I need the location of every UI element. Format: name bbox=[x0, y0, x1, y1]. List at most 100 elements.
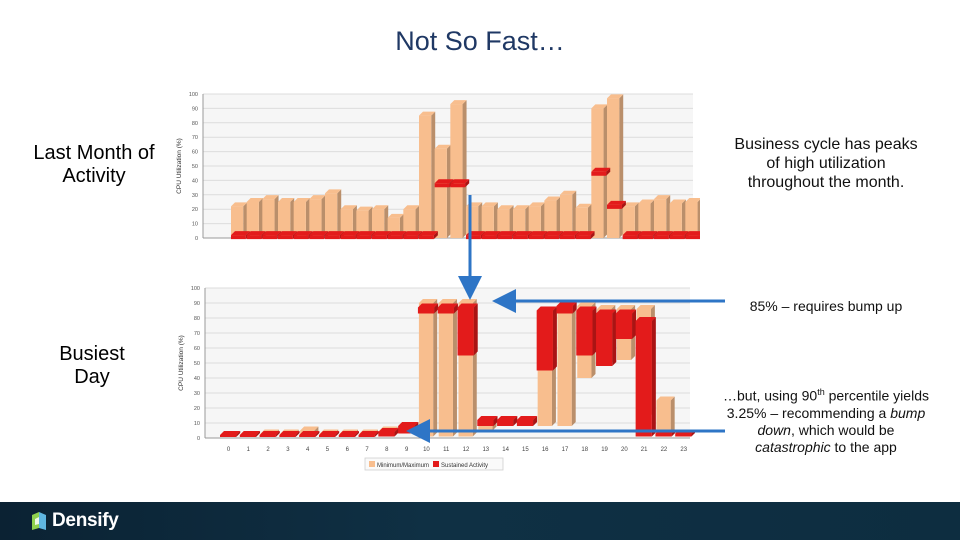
bar-sustained bbox=[516, 416, 538, 426]
bar-minmax bbox=[262, 195, 279, 238]
bar-minmax bbox=[544, 196, 561, 238]
bar-minmax bbox=[419, 111, 436, 238]
y-axis-title: CPU Utilization (%) bbox=[176, 138, 183, 194]
bar-minmax bbox=[575, 203, 592, 238]
x-tick-label: 5 bbox=[326, 447, 330, 453]
note-90-text-3: , which would be bbox=[790, 421, 895, 438]
bar-sustained bbox=[497, 416, 518, 426]
slide-title: Not So Fast… bbox=[395, 26, 565, 56]
bar-minmax bbox=[560, 190, 577, 238]
x-tick-label: 22 bbox=[661, 447, 668, 453]
bar-minmax bbox=[450, 100, 467, 238]
x-tick-label: 1 bbox=[247, 447, 251, 453]
bar-sustained bbox=[457, 303, 478, 356]
y-tick-label: 90 bbox=[194, 301, 200, 307]
x-tick-label: 18 bbox=[581, 447, 588, 453]
bar-sustained bbox=[318, 431, 340, 437]
bar-minmax bbox=[685, 198, 700, 238]
x-tick-label: 23 bbox=[680, 447, 687, 453]
y-tick-label: 0 bbox=[197, 436, 200, 442]
bar-minmax bbox=[309, 195, 326, 238]
y-tick-label: 50 bbox=[192, 164, 198, 170]
x-tick-label: 0 bbox=[227, 447, 231, 453]
x-tick-label: 2 bbox=[266, 447, 270, 453]
densify-logo-icon bbox=[32, 512, 46, 530]
x-tick-label: 13 bbox=[482, 447, 489, 453]
legend-label-sustained: Sustained Activity bbox=[441, 463, 488, 469]
y-tick-label: 10 bbox=[192, 222, 198, 228]
note-90-emphasis-1: bump down bbox=[757, 404, 926, 438]
x-tick-label: 10 bbox=[423, 447, 430, 453]
bar-minmax bbox=[622, 202, 639, 238]
note-90-sup: th bbox=[817, 387, 825, 397]
bar-minmax bbox=[418, 299, 438, 437]
label-last-month: Last Month of Activity bbox=[33, 142, 155, 187]
bar-minmax bbox=[231, 202, 248, 238]
bar-minmax bbox=[438, 299, 457, 437]
footer-bar: Densify bbox=[0, 502, 960, 540]
bar-sustained bbox=[338, 431, 359, 437]
bar-sustained bbox=[556, 302, 577, 314]
bar-minmax bbox=[497, 205, 514, 238]
y-tick-label: 90 bbox=[192, 106, 198, 112]
x-tick-label: 12 bbox=[463, 447, 470, 453]
y-tick-label: 100 bbox=[189, 92, 198, 98]
x-tick-label: 8 bbox=[385, 447, 389, 453]
x-tick-label: 14 bbox=[502, 447, 509, 453]
note-85-percent: 85% – requires bump up bbox=[749, 298, 903, 314]
bar-sustained bbox=[239, 431, 261, 437]
bar-minmax bbox=[434, 144, 451, 238]
bar-sustained bbox=[635, 317, 656, 437]
bar-sustained bbox=[299, 431, 320, 437]
bar-minmax bbox=[669, 199, 686, 238]
x-tick-label: 4 bbox=[306, 447, 310, 453]
y-tick-label: 40 bbox=[194, 376, 200, 382]
label-busiest-day: Busiest Day bbox=[59, 343, 125, 388]
bar-minmax bbox=[372, 205, 389, 238]
bar-sustained bbox=[536, 306, 557, 371]
bar-sustained bbox=[576, 306, 597, 356]
x-tick-label: 7 bbox=[365, 447, 369, 453]
bar-sustained bbox=[450, 179, 470, 188]
bar-sustained bbox=[615, 309, 637, 339]
bar-sustained bbox=[591, 167, 611, 176]
y-tick-label: 60 bbox=[194, 346, 200, 352]
legend-swatch-minmax bbox=[369, 461, 375, 467]
note-90-text-1: …but, using 90 bbox=[723, 387, 818, 404]
bar-sustained bbox=[419, 231, 438, 240]
bar-minmax bbox=[325, 189, 342, 238]
monthly-activity-chart: 0 10 20 30 40 50 60 70 80 90 100 CPU Utilization (%… bbox=[176, 92, 700, 242]
y-axis-title: CPU Utilization (%) bbox=[178, 335, 185, 391]
y-tick-label: 0 bbox=[195, 236, 198, 242]
brand-name[interactable]: Densify bbox=[52, 510, 119, 531]
bar-sustained bbox=[220, 431, 241, 437]
y-tick-label: 40 bbox=[192, 178, 198, 184]
bar-minmax bbox=[481, 202, 498, 238]
y-tick-label: 20 bbox=[192, 207, 198, 213]
y-tick-label: 30 bbox=[194, 391, 200, 397]
bar-sustained bbox=[596, 309, 617, 366]
note-business-cycle: Business cycle has peaks of high utiliza… bbox=[734, 136, 918, 191]
bar-sustained bbox=[607, 200, 626, 209]
x-tick-label: 19 bbox=[601, 447, 608, 453]
note-90-text-4: to the app bbox=[830, 438, 897, 455]
x-tick-label: 9 bbox=[405, 447, 409, 453]
bar-sustained bbox=[575, 231, 595, 240]
x-tick-label: 16 bbox=[542, 447, 549, 453]
legend-swatch-sustained bbox=[433, 461, 439, 467]
x-tick-label: 3 bbox=[286, 447, 290, 453]
y-tick-label: 10 bbox=[194, 421, 200, 427]
legend-label-minmax: Minimum/Maximum bbox=[377, 463, 429, 469]
bar-sustained bbox=[358, 431, 379, 437]
y-tick-label: 80 bbox=[192, 121, 198, 127]
bar-minmax bbox=[513, 205, 530, 238]
bar-sustained bbox=[259, 431, 280, 437]
y-tick-label: 100 bbox=[191, 286, 200, 292]
x-tick-label: 17 bbox=[562, 447, 569, 453]
bar-minmax bbox=[638, 199, 655, 238]
y-tick-label: 50 bbox=[194, 361, 200, 367]
x-tick-label: 21 bbox=[641, 447, 648, 453]
